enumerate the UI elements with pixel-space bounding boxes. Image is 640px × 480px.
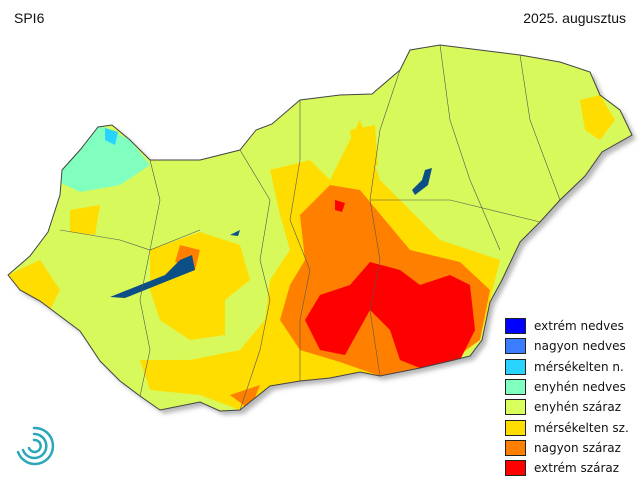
legend-swatch: [505, 358, 526, 375]
region-enyhen-nedves-northwest: [55, 125, 150, 192]
legend-label: nagyon nedves: [534, 339, 626, 354]
legend-swatch: [505, 419, 526, 436]
county-borders: [59, 45, 561, 411]
legend-label: extrém száraz: [534, 461, 620, 476]
region-extrem-szaraz-southeast: [305, 200, 475, 368]
legend-swatch: [505, 460, 526, 477]
met-service-logo-icon: [16, 426, 55, 466]
region-mersekelten-nedves-northwest: [105, 128, 118, 145]
legend-label: nagyon száraz: [534, 440, 621, 455]
lake-balaton: [110, 255, 195, 298]
legend-item: mérsékelten sz.: [505, 417, 629, 437]
legend-item: extrém nedves: [505, 316, 629, 336]
legend-label: extrém nedves: [534, 319, 624, 334]
legend-swatch: [505, 439, 526, 456]
legend-swatch: [505, 399, 526, 416]
legend-item: nagyon nedves: [505, 336, 629, 356]
period-title: 2025. augusztus: [523, 10, 626, 26]
legend-item: enyhén nedves: [505, 377, 629, 397]
region-mersekelten-szaraz-northeast: [350, 95, 615, 170]
legend-label: mérsékelten sz.: [534, 420, 629, 435]
legend-label: enyhén száraz: [534, 400, 621, 415]
legend-item: nagyon száraz: [505, 438, 629, 458]
legend-label: enyhén nedves: [534, 380, 626, 395]
lake-velence: [230, 230, 240, 236]
legend: extrém nedves nagyon nedves mérsékelten …: [505, 316, 629, 478]
legend-swatch: [505, 379, 526, 396]
lake-tisza: [412, 168, 432, 195]
legend-label: mérsékelten n.: [534, 359, 624, 374]
legend-item: extrém száraz: [505, 458, 629, 478]
legend-swatch: [505, 318, 526, 335]
legend-item: enyhén száraz: [505, 397, 629, 417]
legend-swatch: [505, 338, 526, 355]
index-title: SPI6: [14, 10, 45, 26]
legend-item: mérsékelten n.: [505, 357, 629, 377]
